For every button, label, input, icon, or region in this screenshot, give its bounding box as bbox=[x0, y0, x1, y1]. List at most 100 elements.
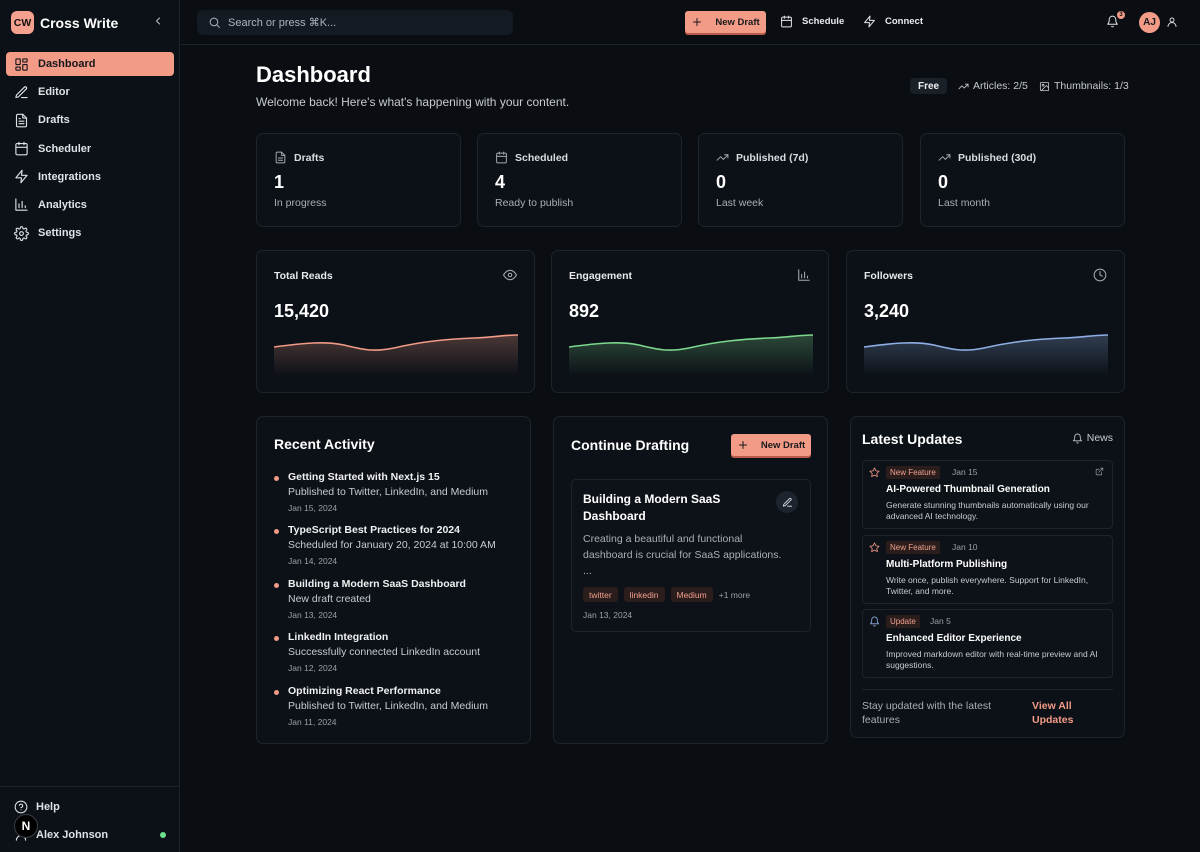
sidebar-item-integrations[interactable]: Integrations bbox=[6, 165, 174, 189]
stat-card-drafts[interactable]: Drafts 1 In progress bbox=[256, 133, 461, 227]
collapse-sidebar-icon[interactable] bbox=[152, 15, 164, 27]
plus-icon bbox=[691, 16, 703, 28]
sidebar-item-settings[interactable]: Settings bbox=[6, 221, 174, 245]
sidebar-item-analytics[interactable]: Analytics bbox=[6, 193, 174, 217]
search-icon bbox=[208, 16, 221, 29]
section-title: Latest Updates bbox=[862, 431, 963, 447]
update-date: Jan 10 bbox=[952, 542, 978, 552]
activity-dot bbox=[274, 476, 279, 481]
news-link[interactable]: News bbox=[1072, 432, 1113, 444]
list-item[interactable]: Getting Started with Next.js 15 Publishe… bbox=[274, 471, 514, 513]
metric-card-followers[interactable]: Followers 3,240 bbox=[846, 250, 1125, 393]
eye-icon bbox=[503, 268, 517, 282]
trending-up-icon bbox=[938, 151, 951, 164]
update-badge: New Feature bbox=[886, 541, 940, 554]
sidebar: CW Cross Write Dashboard Editor Drafts S… bbox=[0, 0, 180, 852]
activity-title: Optimizing React Performance bbox=[288, 685, 441, 697]
stat-label: Scheduled bbox=[515, 151, 569, 164]
view-all-updates-link[interactable]: View All Updates bbox=[1032, 700, 1074, 726]
activity-dot bbox=[274, 690, 279, 695]
sparkline-line bbox=[864, 334, 1108, 351]
corner-badge[interactable]: N bbox=[14, 814, 38, 838]
sidebar-item-editor[interactable]: Editor bbox=[6, 80, 174, 104]
schedule-button[interactable]: Schedule bbox=[780, 15, 844, 28]
draft-date: Jan 13, 2024 bbox=[583, 610, 633, 620]
zap-icon bbox=[14, 169, 29, 184]
user-name: Alex Johnson bbox=[36, 829, 109, 841]
update-item[interactable]: New Feature Jan 10 Multi-Platform Publis… bbox=[862, 535, 1113, 604]
update-desc: Improved markdown editor with real-time … bbox=[886, 649, 1098, 670]
sparkline-line bbox=[569, 334, 813, 351]
sparkline-line bbox=[274, 334, 518, 351]
sidebar-item-label: Editor bbox=[38, 86, 70, 99]
stat-value: 0 bbox=[938, 172, 949, 192]
stat-note: Last month bbox=[938, 197, 990, 209]
activity-dot bbox=[274, 529, 279, 534]
calendar-icon bbox=[780, 15, 793, 28]
help-link[interactable]: Help bbox=[14, 800, 60, 814]
trending-up-icon bbox=[716, 151, 729, 164]
update-item[interactable]: Update Jan 5 Enhanced Editor Experience … bbox=[862, 609, 1113, 678]
external-link-icon[interactable] bbox=[1095, 467, 1104, 476]
pen-icon bbox=[14, 85, 29, 100]
connect-label: Connect bbox=[885, 16, 923, 27]
sidebar-item-label: Scheduler bbox=[38, 142, 92, 155]
bell-icon bbox=[869, 616, 880, 627]
metric-card-total-reads[interactable]: Total Reads 15,420 bbox=[256, 250, 535, 393]
edit-draft-button[interactable] bbox=[776, 491, 798, 513]
metric-title: Followers bbox=[864, 270, 914, 282]
sparkline-area bbox=[569, 335, 813, 376]
image-icon bbox=[1039, 81, 1050, 92]
sidebar-item-drafts[interactable]: Drafts bbox=[6, 108, 174, 132]
avatar[interactable]: AJ bbox=[1139, 12, 1160, 33]
metric-title: Engagement bbox=[569, 270, 633, 282]
update-item[interactable]: New Feature Jan 15 AI-Powered Thumbnail … bbox=[862, 460, 1113, 529]
trending-up-icon bbox=[958, 81, 969, 92]
update-badge: New Feature bbox=[886, 466, 940, 479]
stat-card-published-30d[interactable]: Published (30d) 0 Last month bbox=[920, 133, 1125, 227]
bar-chart-icon bbox=[14, 197, 29, 212]
metric-card-engagement[interactable]: Engagement 892 bbox=[551, 250, 829, 393]
notifications-bell-icon[interactable] bbox=[1106, 15, 1119, 28]
metric-value: 3,240 bbox=[864, 301, 910, 321]
profile-icon[interactable] bbox=[1166, 16, 1178, 28]
update-title: Multi-Platform Publishing bbox=[886, 559, 1008, 570]
search-input[interactable]: Search or press ⌘K... bbox=[197, 10, 513, 35]
activity-date: Jan 11, 2024 bbox=[288, 717, 337, 727]
list-item[interactable]: TypeScript Best Practices for 2024 Sched… bbox=[274, 524, 514, 566]
plus-icon bbox=[737, 439, 749, 451]
stat-value: 0 bbox=[716, 172, 727, 192]
list-item[interactable]: LinkedIn Integration Successfully connec… bbox=[274, 631, 514, 673]
stat-label: Published (7d) bbox=[736, 151, 809, 164]
draft-card[interactable]: Building a Modern SaaS Dashboard Creatin… bbox=[571, 479, 811, 632]
new-draft-button[interactable]: New Draft bbox=[685, 11, 766, 33]
sidebar-item-dashboard[interactable]: Dashboard bbox=[6, 52, 174, 76]
news-label: News bbox=[1086, 432, 1113, 444]
activity-date: Jan 12, 2024 bbox=[288, 663, 338, 673]
stat-card-published-7d[interactable]: Published (7d) 0 Last week bbox=[698, 133, 903, 227]
update-badge: Update bbox=[886, 615, 920, 628]
section-title: Continue Drafting bbox=[571, 437, 690, 453]
metric-value: 15,420 bbox=[274, 301, 330, 321]
dashboard-icon bbox=[14, 57, 29, 72]
sparkline bbox=[569, 334, 813, 376]
tag-linkedin: linkedin bbox=[623, 587, 665, 602]
file-icon bbox=[14, 113, 29, 128]
sidebar-item-scheduler[interactable]: Scheduler bbox=[6, 137, 174, 161]
app-name: Cross Write bbox=[40, 14, 119, 31]
stat-label: Drafts bbox=[294, 151, 325, 164]
connect-button[interactable]: Connect bbox=[863, 15, 923, 28]
bar-chart-icon bbox=[797, 268, 811, 282]
list-item[interactable]: Building a Modern SaaS Dashboard New dra… bbox=[274, 578, 514, 620]
new-draft-button[interactable]: New Draft bbox=[731, 434, 811, 456]
stat-note: In progress bbox=[274, 197, 327, 209]
list-item[interactable]: Optimizing React Performance Published t… bbox=[274, 685, 514, 727]
new-draft-label: New Draft bbox=[715, 16, 760, 28]
stat-header: Scheduled bbox=[495, 151, 568, 164]
updates-footer: Stay updated with the latest features Vi… bbox=[862, 689, 1113, 726]
topbar: Search or press ⌘K... New Draft Schedule… bbox=[181, 0, 1200, 45]
stat-value: 1 bbox=[274, 172, 285, 192]
stat-card-scheduled[interactable]: Scheduled 4 Ready to publish bbox=[477, 133, 682, 227]
brand[interactable]: CW Cross Write bbox=[11, 11, 118, 34]
page-title: Dashboard bbox=[256, 62, 371, 87]
